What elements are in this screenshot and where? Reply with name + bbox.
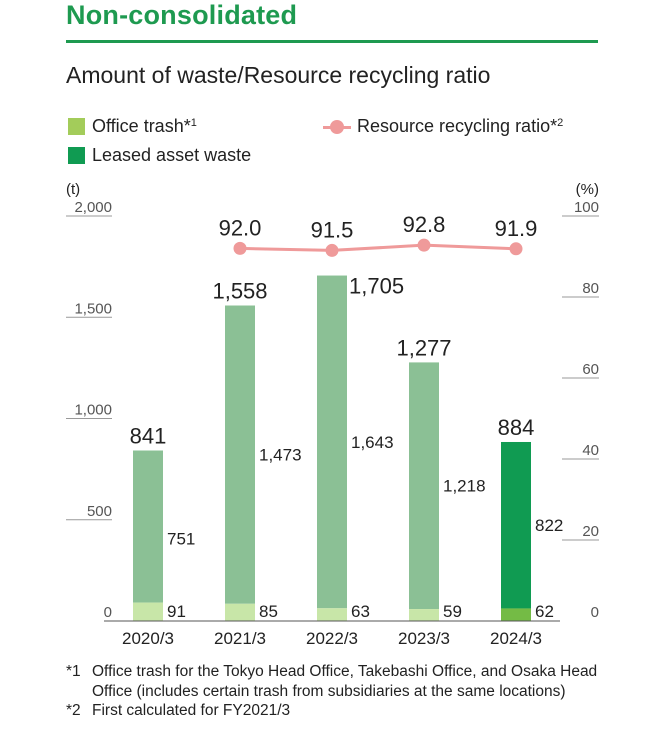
office-trash-swatch [68,118,85,135]
office-value-label: 91 [167,602,186,621]
x-category-label: 2021/3 [214,629,266,648]
bar-office-trash [317,608,347,621]
waste-chart: (t) (%) 0 500 1,000 1,500 2,000 0 20 40 60 80 100 841… [66,181,599,648]
ratio-value-label: 91.9 [495,216,538,241]
ratio-value-label: 91.5 [311,217,354,242]
right-tick-label: 20 [582,523,599,540]
leased-value-label: 822 [535,516,563,535]
bar-leased-asset-waste [133,450,163,603]
bar-leased-asset-waste [225,305,255,604]
x-category-label: 2023/3 [398,629,450,648]
ratio-marker-icon [323,119,351,134]
total-value-label: 1,705 [349,274,404,299]
bar-leased-asset-waste [317,275,347,609]
x-category-label: 2022/3 [306,629,358,648]
legend-office-trash-label: Office trash*1 [92,116,197,136]
right-tick-label: 40 [582,442,599,459]
ratio-point [509,242,523,256]
leased-value-label: 1,643 [351,433,394,452]
footnotes: *1 Office trash for the Tokyo Head Offic… [66,662,632,721]
section-title: Non-consolidated [66,0,298,30]
total-value-label: 1,558 [212,279,267,304]
office-value-label: 85 [259,602,278,621]
office-value-label: 59 [443,602,462,621]
office-value-label: 62 [535,602,554,621]
left-axis-unit: (t) [66,181,80,198]
ratio-value-label: 92.8 [403,212,446,237]
footnote-1-mark: *1 [66,663,81,680]
right-tick-label: 60 [582,361,599,378]
x-category-label: 2020/3 [122,629,174,648]
footnote-2: *2 First calculated for FY2021/3 [66,701,632,721]
bar-leased-asset-waste [501,441,531,609]
left-tick-label: 500 [87,503,112,520]
right-tick-label: 0 [591,604,599,621]
leased-asset-swatch [68,147,85,164]
total-value-label: 884 [498,415,535,440]
left-tick-label: 1,500 [74,300,112,317]
left-tick-label: 2,000 [74,199,112,216]
legend-item-recycling-ratio: Resource recycling ratio*2 [323,116,563,137]
leased-value-label: 751 [167,530,195,549]
ratio-point [325,243,339,257]
footnote-1: *1 Office trash for the Tokyo Head Offic… [66,662,632,701]
legend-item-leased-asset-waste: Leased asset waste [68,145,251,166]
section-divider [66,40,598,43]
footnote-2-text: First calculated for FY2021/3 [92,702,291,719]
bar-office-trash [133,602,163,621]
ratio-point [233,241,247,255]
bar-office-trash [225,603,255,621]
bar-leased-asset-waste [409,362,439,610]
legend-item-office-trash: Office trash*1 [68,116,197,137]
office-value-label: 63 [351,602,370,621]
leased-value-label: 1,473 [259,446,302,465]
right-tick-label: 80 [582,280,599,297]
ratio-line [239,243,517,252]
bar-office-trash [501,608,531,621]
ratio-value-label: 92.0 [219,215,262,240]
ratio-point [417,238,431,252]
left-tick-label: 1,000 [74,402,112,419]
legend-leased-asset-label: Leased asset waste [92,145,252,165]
legend-ratio-label: Resource recycling ratio*2 [357,116,564,136]
right-axis-unit: (%) [576,181,599,198]
x-category-label: 2024/3 [490,629,542,648]
left-tick-label: 0 [104,604,112,621]
total-value-label: 841 [130,423,167,448]
right-tick-label: 100 [574,199,599,216]
bar-office-trash [409,609,439,621]
footnote-2-mark: *2 [66,702,81,719]
total-value-label: 1,277 [396,335,451,360]
footnote-1-text: Office trash for the Tokyo Head Office, … [92,663,598,700]
chart-title: Amount of waste/Resource recycling ratio [66,62,491,88]
leased-value-label: 1,218 [443,477,486,496]
